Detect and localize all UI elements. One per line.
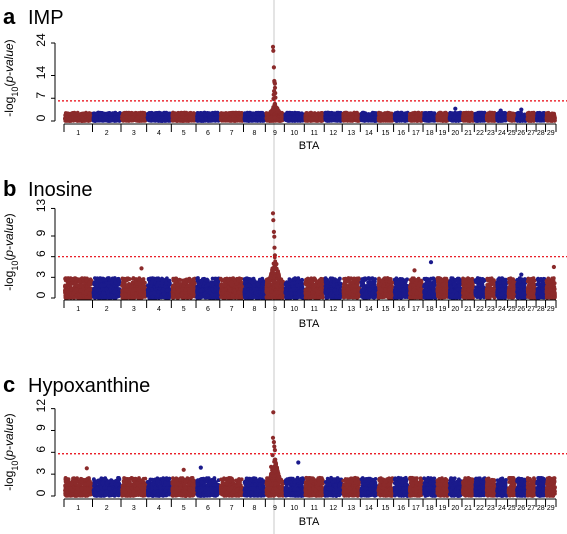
y-axis-label: -log10(p-value): [2, 39, 20, 116]
y-tick-label: 14: [34, 66, 48, 80]
snp-point: [94, 117, 98, 121]
snp-point: [88, 116, 92, 120]
snp-point: [184, 119, 188, 123]
snp-point: [237, 118, 241, 122]
snp-point: [124, 118, 128, 122]
snp-point: [109, 117, 113, 121]
snp-point: [247, 112, 251, 116]
snp-point: [176, 119, 180, 123]
snp-point: [293, 111, 297, 115]
snp-point: [150, 112, 154, 116]
snp-point: [131, 116, 135, 120]
snp-point: [98, 118, 102, 122]
snp-point: [276, 118, 280, 122]
snp-point: [223, 118, 227, 122]
snp-point: [243, 111, 247, 115]
snp-point: [72, 112, 76, 116]
panel-letter: a: [3, 4, 16, 29]
snp-point: [68, 117, 72, 121]
y-tick-label: 24: [34, 33, 48, 47]
snp-point: [134, 118, 138, 122]
snp-point: [257, 118, 261, 122]
snp-point: [81, 112, 85, 116]
snp-point: [121, 117, 125, 121]
snp-point: [233, 111, 237, 115]
snp-point: [190, 117, 194, 121]
snp-point: [160, 119, 164, 123]
snp-point: [65, 112, 69, 116]
snp-point: [228, 117, 232, 121]
snp-point: [252, 117, 256, 121]
snp-point: [207, 119, 211, 123]
snp-point: [201, 119, 205, 123]
snp-point: [156, 116, 160, 120]
panel-title: IMP: [28, 7, 64, 29]
snp-point: [121, 111, 125, 115]
snp-point: [148, 117, 152, 121]
y-tick-label: 0: [34, 114, 48, 121]
snp-point: [140, 119, 144, 123]
snp-point: [94, 112, 98, 116]
snp-point: [261, 111, 265, 115]
snp-point: [73, 117, 77, 121]
snp-point: [142, 112, 146, 116]
y-tick-label: 7: [34, 92, 48, 99]
snp-point: [171, 119, 175, 123]
snp-point: [189, 111, 193, 115]
snp-point: [153, 111, 157, 115]
snp-point: [199, 112, 203, 116]
snp-point: [81, 117, 85, 121]
snp-point: [291, 118, 295, 122]
snp-point: [213, 118, 217, 122]
snp-point: [251, 112, 255, 116]
snp-point: [196, 117, 200, 121]
snp-point: [273, 116, 277, 120]
